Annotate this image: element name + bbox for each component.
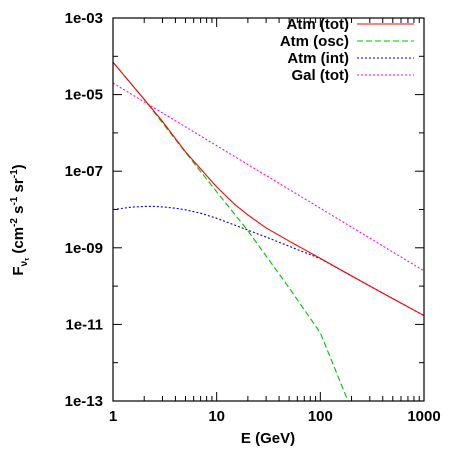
y-tick-label: 1e-13 <box>65 393 103 410</box>
series-line <box>113 205 424 317</box>
y-tick-label: 1e-05 <box>65 87 103 104</box>
legend: Atm (tot)Atm (osc)Atm (int)Gal (tot) <box>280 16 414 84</box>
y-axis-label: Fντ (cm-2 s-1 sr-1) <box>9 164 31 275</box>
plot-frame <box>112 17 425 402</box>
x-tick-label: 10 <box>208 408 225 425</box>
legend-label: Atm (tot) <box>287 16 349 33</box>
y-tick-label: 1e-09 <box>65 240 103 257</box>
legend-label: Atm (osc) <box>280 33 349 50</box>
x-axis-label: E (GeV) <box>241 430 295 447</box>
series-lines <box>113 61 424 401</box>
x-tick-labels: 1 10 100 1000 <box>109 408 441 425</box>
legend-label: Atm (int) <box>287 50 349 67</box>
y-tick-label: 1e-11 <box>65 316 103 333</box>
series-line <box>113 82 424 272</box>
legend-label: Gal (tot) <box>292 67 350 84</box>
series-line <box>113 61 349 401</box>
y-tick-labels: 1e-13 1e-11 1e-09 1e-07 1e-05 1e-03 <box>65 10 103 410</box>
x-tick-label: 1000 <box>407 408 440 425</box>
y-tick-label: 1e-07 <box>65 163 103 180</box>
series-line <box>113 61 424 317</box>
x-tick-label: 1 <box>109 408 117 425</box>
y-tick-label: 1e-03 <box>65 10 103 27</box>
x-tick-label: 100 <box>308 408 333 425</box>
